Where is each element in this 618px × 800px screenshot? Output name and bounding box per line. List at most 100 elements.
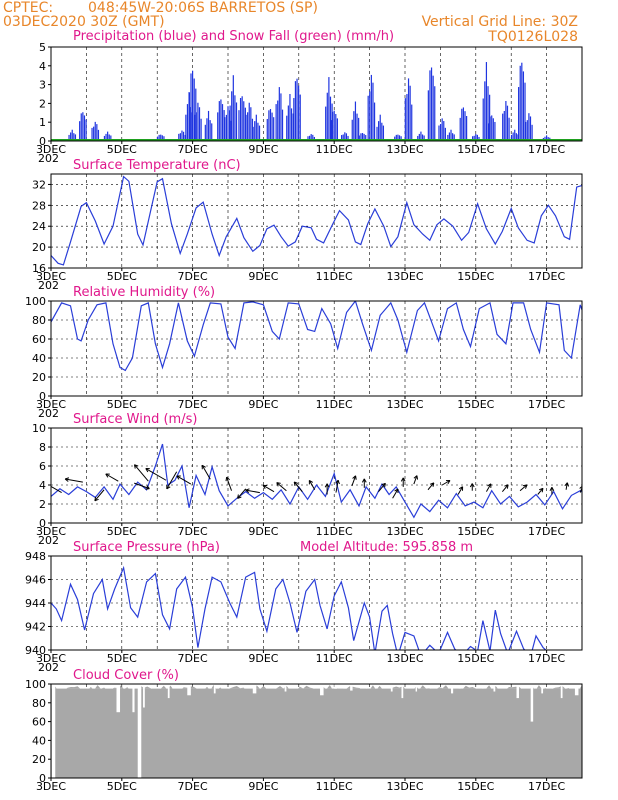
precip-bar	[406, 94, 408, 141]
wind-frame	[50, 427, 583, 524]
precip-bar	[512, 132, 514, 141]
cloud-cover-gap	[187, 684, 191, 696]
wind-arrow	[400, 477, 406, 487]
precip-bar	[227, 106, 229, 141]
humidity-series-line	[51, 301, 582, 372]
precip-bar	[207, 110, 210, 141]
precip-bar	[287, 105, 289, 141]
precip-bar	[434, 86, 436, 141]
precip-bar	[200, 118, 202, 141]
wind-arrow	[134, 482, 150, 490]
humidity-xtick-label: 3DEC	[36, 398, 66, 411]
temperature-xtick-label: 13DEC	[386, 270, 423, 283]
wind-xtick-label: 15DEC	[457, 525, 494, 538]
wind-title: Surface Wind (m/s)	[73, 412, 197, 427]
pressure-annotation: Model Altitude: 595.858 m	[300, 540, 473, 555]
precipitation-xtick-label: 7DEC	[178, 143, 208, 156]
precip-bar	[97, 129, 100, 141]
pressure-xtick-label: 9DEC	[248, 652, 278, 665]
precip-bar	[333, 110, 335, 141]
precip-bar	[443, 121, 445, 141]
pressure-frame	[50, 555, 583, 651]
pressure-series-line	[51, 565, 547, 650]
precip-bar	[365, 135, 367, 141]
cloud-cover-gap	[213, 684, 216, 694]
cloud-xtick-label: 15DEC	[457, 780, 494, 793]
wind-xtick-label: 17DEC	[528, 525, 565, 538]
wind-arrow	[324, 483, 330, 495]
precip-bar	[423, 135, 425, 141]
precip-bar	[478, 136, 480, 141]
wind-arrow	[166, 471, 178, 490]
precip-bar	[546, 135, 548, 141]
precip-bar	[192, 70, 194, 141]
precip-bar	[221, 104, 224, 141]
cloud-cover-gap	[137, 684, 142, 778]
humidity-xtick-label: 7DEC	[178, 398, 208, 411]
precip-bar	[351, 119, 353, 141]
precip-bar	[361, 133, 364, 141]
precip-bar	[476, 134, 478, 141]
precip-bar	[382, 125, 385, 141]
precip-bar	[448, 132, 451, 141]
precip-bar	[218, 101, 220, 141]
precipitation-ytick-label: 0	[39, 135, 46, 148]
wind-arrow	[245, 488, 260, 494]
precip-bar	[83, 115, 86, 141]
temperature-plot-area	[51, 175, 582, 266]
precip-bar	[394, 136, 396, 141]
temperature-frame	[50, 173, 583, 269]
precip-bar	[313, 136, 315, 141]
wind-xtick-label: 9DEC	[248, 525, 278, 538]
precip-bar	[238, 110, 240, 141]
precip-bar	[344, 132, 346, 141]
pressure-xtick-label: 15DEC	[457, 652, 494, 665]
wind-arrow	[145, 468, 167, 481]
temperature-xtick-label: 17DEC	[528, 270, 565, 283]
temperature-ytick-label: 16	[32, 262, 46, 275]
precip-bar	[312, 134, 314, 141]
wind-plot-area	[51, 443, 582, 519]
cloud-cover-gap	[252, 684, 257, 694]
wind-arrow	[293, 481, 303, 492]
precip-bar	[464, 111, 466, 141]
cloud-cover-gap	[541, 684, 544, 694]
precip-bar	[335, 114, 337, 141]
wind-arrow	[392, 488, 399, 499]
pressure-xtick-label: 13DEC	[386, 652, 423, 665]
precip-bar	[353, 111, 355, 141]
wind-arrow	[537, 487, 544, 495]
wind-arrow	[501, 484, 509, 492]
cloud-xtick-label: 17DEC	[528, 780, 565, 793]
precip-bar	[271, 112, 273, 141]
precip-bar	[503, 110, 505, 141]
cloud-plot-area	[51, 684, 582, 778]
precip-bar	[71, 129, 73, 141]
precipitation-ytick-label: 3	[39, 79, 46, 92]
precip-bar	[281, 109, 284, 141]
precip-bar	[241, 96, 243, 141]
precip-bar	[79, 121, 81, 141]
precip-bar	[472, 136, 474, 141]
precip-bar	[515, 133, 517, 141]
precipitation-year-fragment: 202	[38, 152, 59, 165]
cloud-panel: 0 20 40 60 80 100 Cloud Cover (%) 3DEC 5DEC 7DEC 9…	[25, 668, 583, 793]
precip-bar	[461, 108, 463, 141]
precip-bar	[190, 73, 192, 141]
precip-bar	[289, 94, 291, 141]
temperature-year-fragment: 202	[38, 279, 59, 292]
wind-xtick-label: 11DEC	[316, 525, 353, 538]
wind-arrow	[441, 480, 451, 486]
precip-bar	[290, 108, 293, 141]
wind-arrow	[549, 487, 555, 495]
cloud-cover-gap	[493, 684, 496, 692]
precip-bar	[307, 136, 309, 141]
cloud-ytick-label: 80	[32, 697, 46, 710]
precip-bar	[93, 126, 95, 141]
pressure-xtick-label: 5DEC	[107, 652, 137, 665]
cloud-cover-gap	[320, 684, 324, 696]
pressure-title: Surface Pressure (hPa)	[73, 540, 220, 555]
precip-bar	[328, 77, 330, 141]
cloud-ytick-label: 40	[32, 734, 46, 747]
temperature-series-line	[51, 175, 582, 266]
